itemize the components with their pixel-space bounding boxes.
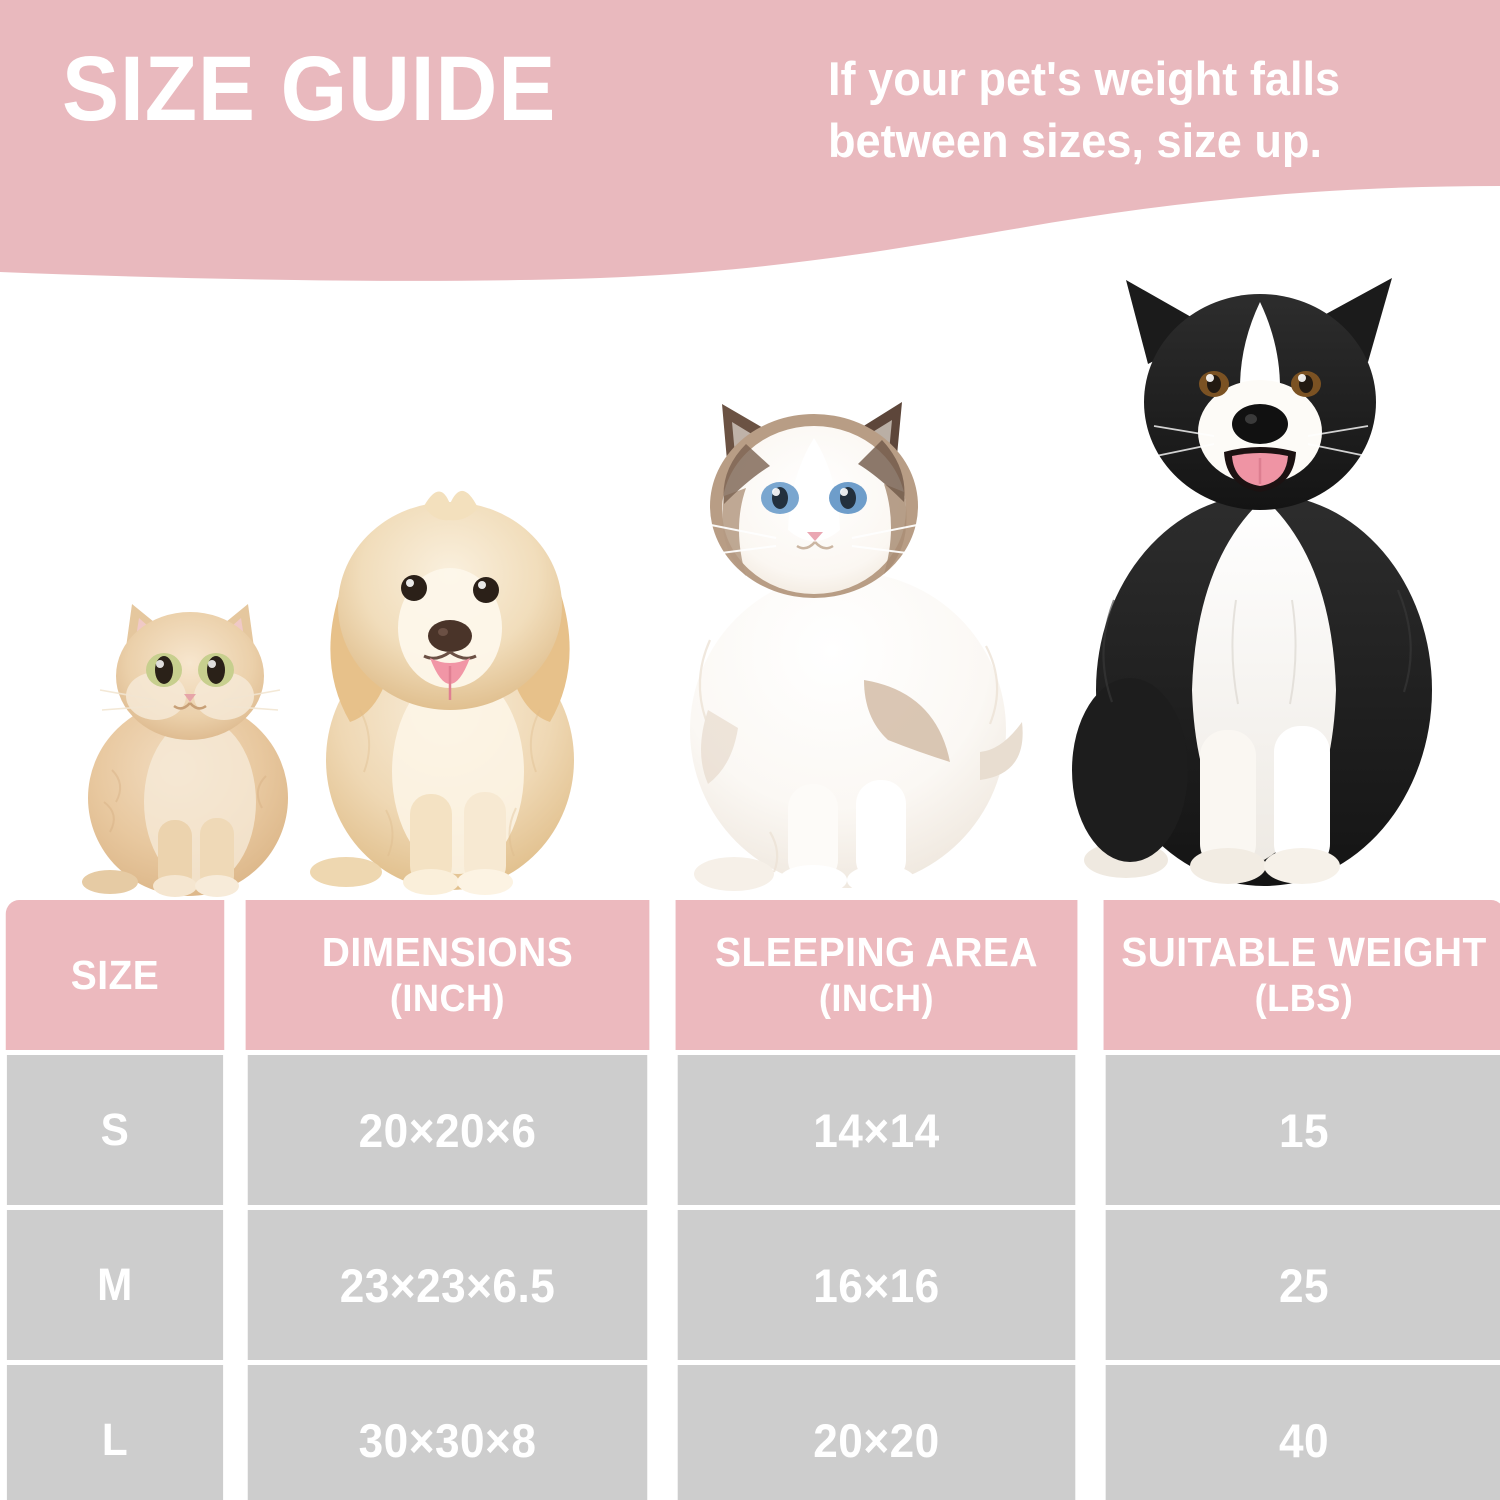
table-row: 20×20×6: [247, 1055, 648, 1205]
british-shorthair-cat-illustration: [82, 604, 288, 897]
cell-dimensions-m: 23×23×6.5: [339, 1258, 556, 1312]
table-header-dimensions-unit: (INCH): [389, 977, 506, 1020]
table-header-size-label: SIZE: [70, 951, 160, 998]
table-row: 25: [1105, 1210, 1500, 1360]
table-row: 14×14: [677, 1055, 1076, 1205]
cell-size-l: L: [101, 1414, 129, 1465]
cell-sleeping-area-s: 14×14: [813, 1103, 940, 1157]
table-header-dimensions-label: DIMENSIONS: [321, 929, 574, 976]
table-row: 23×23×6.5: [247, 1210, 648, 1360]
border-collie-illustration: [1072, 278, 1432, 886]
cell-size-s: S: [100, 1104, 130, 1155]
table-header-sleeping-area-label: SLEEPING AREA: [715, 929, 1038, 976]
table-header-suitable-weight-label: SUITABLE WEIGHT: [1121, 929, 1487, 976]
cell-size-m: M: [97, 1259, 133, 1310]
cell-sleeping-area-l: 20×20: [813, 1413, 940, 1467]
table-header-suitable-weight-unit: (LBS): [1254, 977, 1354, 1020]
table-header-sleeping-area: SLEEPING AREA (INCH): [675, 900, 1078, 1050]
cell-suitable-weight-s: 15: [1278, 1103, 1330, 1157]
table-header-sleeping-area-unit: (INCH): [818, 977, 935, 1020]
cell-dimensions-s: 20×20×6: [358, 1103, 537, 1157]
table-row: M: [6, 1210, 224, 1360]
table-row: 20×20: [677, 1365, 1076, 1500]
pet-size-comparison-row: [0, 250, 1500, 900]
table-row: L: [6, 1365, 224, 1500]
table-header-suitable-weight: SUITABLE WEIGHT (LBS): [1103, 900, 1500, 1050]
table-header-dimensions: DIMENSIONS (INCH): [245, 900, 650, 1050]
table-row: 40: [1105, 1365, 1500, 1500]
table-row: 15: [1105, 1055, 1500, 1205]
table-row: 30×30×8: [247, 1365, 648, 1500]
pet-image-large-dog: [1068, 260, 1458, 900]
cell-suitable-weight-l: 40: [1278, 1413, 1330, 1467]
table-row: 16×16: [677, 1210, 1076, 1360]
pet-image-large-cat: [650, 380, 1050, 900]
size-table: SIZE DIMENSIONS (INCH) SLEEPING AREA (IN…: [0, 900, 1500, 1500]
table-header-size: SIZE: [5, 900, 225, 1050]
cell-dimensions-l: 30×30×8: [358, 1413, 537, 1467]
pet-image-small-cat: [60, 570, 320, 900]
table-row: S: [6, 1055, 224, 1205]
havanese-puppy-illustration: [310, 490, 574, 895]
ragdoll-cat-illustration: [690, 402, 1023, 895]
cell-suitable-weight-m: 25: [1278, 1258, 1330, 1312]
pet-image-small-dog: [290, 460, 610, 900]
banner-wave-shape: [0, 0, 1500, 281]
cell-sleeping-area-m: 16×16: [813, 1258, 940, 1312]
